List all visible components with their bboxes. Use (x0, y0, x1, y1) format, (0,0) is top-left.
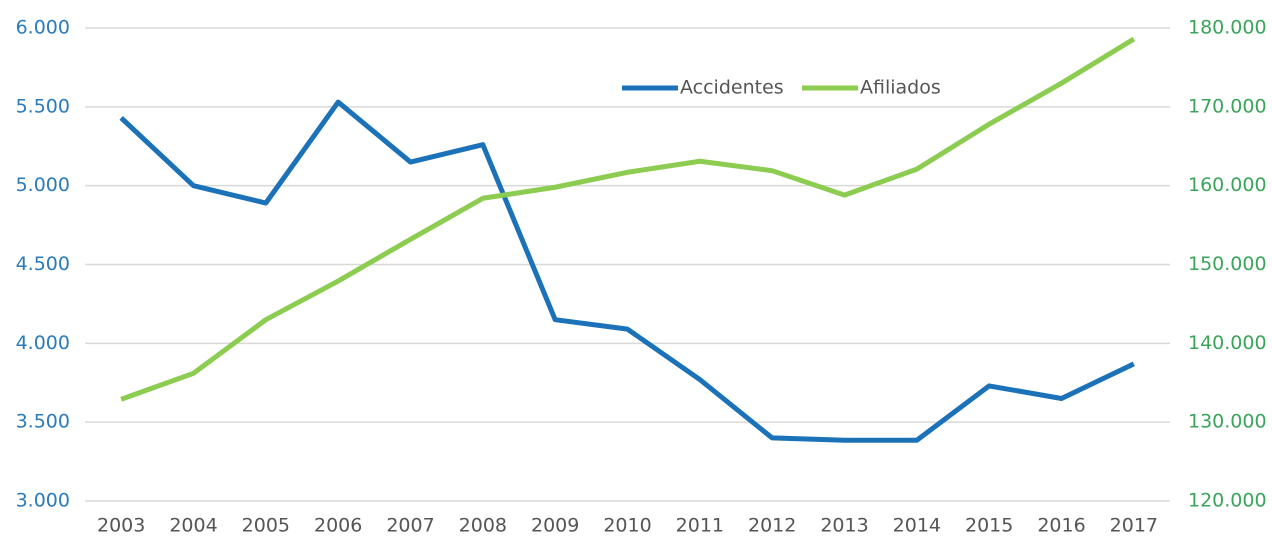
y-tick-label: 5.500 (16, 95, 70, 117)
x-tick-label: 2003 (97, 515, 145, 536)
y-tick-label: 3.000 (16, 490, 70, 512)
y2-tick-label: 170.000 (1188, 95, 1267, 117)
y-tick-label: 6.000 (16, 17, 70, 39)
legend-label: Afiliados (860, 77, 941, 99)
x-tick-label: 2016 (1037, 515, 1085, 536)
x-tick-label: 2005 (242, 515, 290, 536)
x-tick-label: 2007 (386, 515, 434, 536)
x-tick-label: 2015 (965, 515, 1013, 536)
y2-tick-label: 180.000 (1188, 17, 1267, 39)
x-tick-label: 2012 (748, 515, 796, 536)
x-tick-label: 2011 (676, 515, 724, 536)
line-series (120, 36, 1136, 402)
x-tick-label: 2006 (314, 515, 362, 536)
y2-tick-label: 140.000 (1188, 332, 1267, 354)
x-tick-label: 2013 (820, 515, 868, 536)
x-tick-label: 2009 (531, 515, 579, 536)
y-tick-label: 4.500 (16, 253, 70, 275)
y-tick-label: 4.000 (16, 332, 70, 354)
y2-tick-label: 160.000 (1188, 174, 1267, 196)
y2-tick-label: 120.000 (1188, 490, 1267, 512)
y-tick-label: 5.000 (16, 174, 70, 196)
y2-tick-label: 130.000 (1188, 411, 1267, 433)
y-tick-label: 3.500 (16, 411, 70, 433)
x-tick-label: 2004 (169, 515, 217, 536)
x-tick-label: 2017 (1110, 515, 1158, 536)
x-tick-label: 2014 (893, 515, 941, 536)
y2-tick-label: 150.000 (1188, 253, 1267, 275)
legend-label: Accidentes (680, 77, 784, 99)
x-tick-label: 2010 (603, 515, 651, 536)
line-series (119, 99, 1135, 443)
x-tick-label: 2008 (459, 515, 507, 536)
